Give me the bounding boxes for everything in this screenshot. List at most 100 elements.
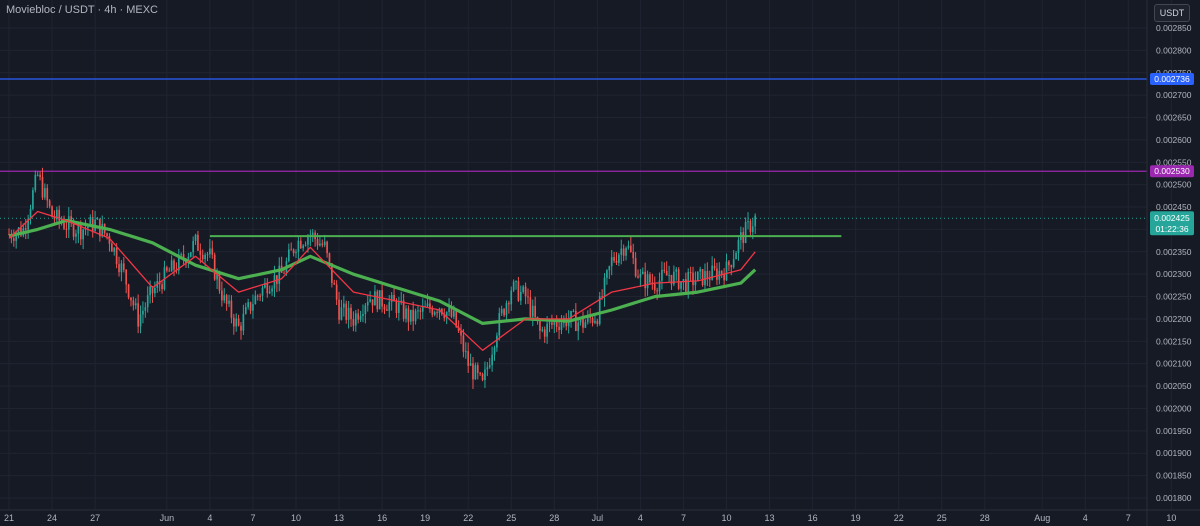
candle-body xyxy=(560,323,563,330)
candle-body xyxy=(464,351,467,353)
candle-body xyxy=(166,267,168,271)
candle-body xyxy=(692,272,694,286)
candle-body xyxy=(199,250,202,255)
candle-body xyxy=(362,314,364,316)
candle-body xyxy=(273,275,276,289)
x-tick-label: 10 xyxy=(721,513,731,523)
candle-body xyxy=(431,309,434,315)
candle-body xyxy=(486,367,489,370)
x-tick-label: 16 xyxy=(377,513,387,523)
candle-body xyxy=(467,351,470,366)
candle-body xyxy=(665,270,668,276)
candle-body xyxy=(460,331,462,336)
candle-body xyxy=(39,174,41,177)
candle-body xyxy=(584,322,587,328)
candle-body xyxy=(474,365,477,380)
candle-body xyxy=(649,274,651,283)
y-tick-label: 0.002450 xyxy=(1156,202,1192,212)
candle-body xyxy=(673,271,675,285)
candle-body xyxy=(388,301,391,311)
candle-body xyxy=(539,321,541,331)
candle-body xyxy=(331,263,333,284)
candle-body xyxy=(689,271,692,273)
candle-body xyxy=(130,297,132,301)
candle-body xyxy=(754,215,757,227)
candle-body xyxy=(749,221,752,233)
candle-body xyxy=(445,312,448,319)
y-tick-label: 0.002250 xyxy=(1156,292,1192,302)
candle-body xyxy=(139,314,142,327)
candle-body xyxy=(541,329,544,331)
candle-body xyxy=(555,322,558,327)
candle-body xyxy=(240,325,242,331)
candle-body xyxy=(151,286,154,294)
candle-body xyxy=(496,335,498,348)
candle-body xyxy=(87,226,89,229)
currency-button[interactable]: USDT xyxy=(1154,4,1190,22)
candles xyxy=(8,167,757,389)
candle-body xyxy=(708,278,711,280)
candle-body xyxy=(699,269,702,272)
candle-body xyxy=(723,273,725,281)
x-tick-label: 21 xyxy=(4,513,14,523)
x-tick-label: 7 xyxy=(1126,513,1131,523)
candle-body xyxy=(596,320,599,325)
candle-body xyxy=(457,326,460,332)
candle-body xyxy=(393,294,395,302)
candle-body xyxy=(46,188,49,201)
candle-body xyxy=(316,239,319,246)
candle-body xyxy=(500,309,503,314)
candle-body xyxy=(383,306,386,310)
candle-body xyxy=(608,266,611,271)
candle-body xyxy=(213,254,216,280)
candle-body xyxy=(340,307,343,320)
candle-body xyxy=(247,302,250,308)
candle-body xyxy=(522,286,525,292)
candle-body xyxy=(453,310,455,317)
candle-body xyxy=(168,270,171,272)
candle-body xyxy=(455,310,458,327)
candle-body xyxy=(75,233,77,237)
candle-body xyxy=(704,270,706,286)
candle-body xyxy=(101,223,104,237)
candle-body xyxy=(70,216,73,222)
x-tick-label: 13 xyxy=(765,513,775,523)
candle-body xyxy=(161,284,163,290)
x-tick-label: 4 xyxy=(207,513,212,523)
candle-body xyxy=(122,263,125,270)
candle-body xyxy=(409,309,412,322)
candle-body xyxy=(610,257,613,267)
candle-body xyxy=(55,209,58,220)
candle-body xyxy=(118,264,120,273)
candle-body xyxy=(115,247,118,265)
candle-body xyxy=(321,243,324,246)
candle-body xyxy=(106,233,108,236)
candle-body xyxy=(299,240,302,249)
candle-body xyxy=(390,294,393,302)
candle-body xyxy=(641,271,644,274)
candle-body xyxy=(398,302,400,313)
candle-body xyxy=(297,240,300,252)
y-tick-label: 0.002150 xyxy=(1156,336,1192,346)
y-tick-label: 0.002850 xyxy=(1156,23,1192,33)
candle-body xyxy=(725,261,728,281)
candle-body xyxy=(79,223,82,240)
candle-body xyxy=(751,226,754,233)
candle-body xyxy=(701,269,704,286)
candle-body xyxy=(469,363,472,366)
x-tick-label: 4 xyxy=(638,513,643,523)
y-tick-label: 0.002200 xyxy=(1156,314,1192,324)
candle-body xyxy=(34,174,37,191)
candle-body xyxy=(462,335,465,352)
candle-body xyxy=(180,254,183,256)
level-badge-label: 0.002736 xyxy=(1154,74,1190,84)
candle-body xyxy=(421,306,424,312)
candle-body xyxy=(632,251,635,259)
candle-body xyxy=(570,310,572,320)
candle-body xyxy=(278,265,281,284)
candle-body xyxy=(644,271,647,289)
candle-body xyxy=(120,263,123,273)
candle-body xyxy=(527,296,529,298)
